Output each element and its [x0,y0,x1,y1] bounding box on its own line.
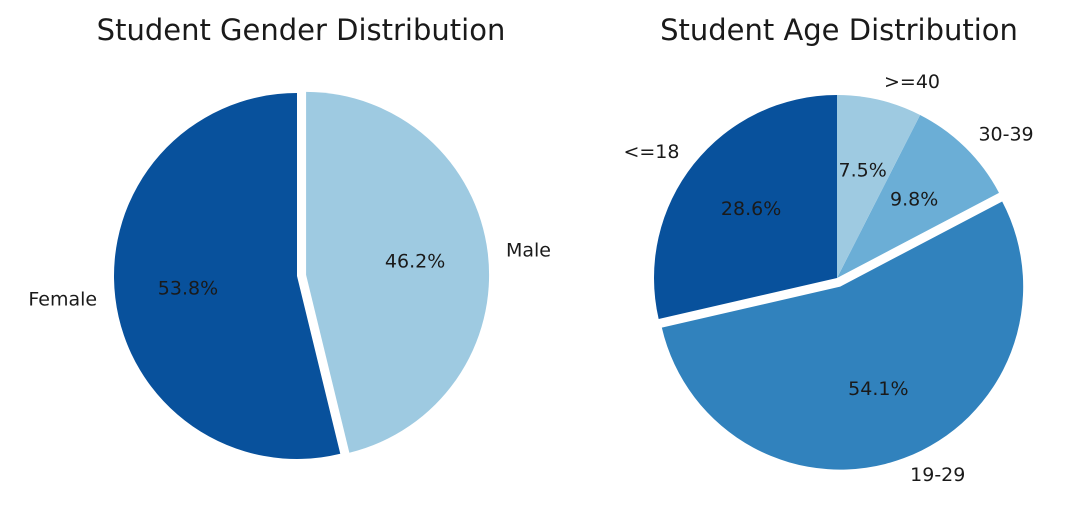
age-pct-30-39: 9.8% [890,188,938,210]
gender-slice-female [113,93,341,460]
age-pct-40-plus: 7.5% [838,160,886,182]
age-label-40-plus: >=40 [884,71,940,93]
age-label-under-18: <=18 [623,141,679,163]
gender-label-female: Female [28,288,97,310]
age-label-19-29: 19-29 [910,464,965,486]
age-slice-30-39 [837,114,999,279]
age-slice-under-18 [654,95,837,320]
age-slice-40-plus [837,95,921,278]
age-slice-19-29 [661,201,1024,470]
gender-slice-male [306,91,490,453]
age-pie: <=18 28.6% 19-29 54.1% 30-39 9.8% >=40 7.5% [623,71,1033,486]
age-pct-under-18: 28.6% [721,198,781,220]
age-pct-19-29: 54.1% [848,378,908,400]
gender-pie: Female 53.8% Male 46.2% [28,91,551,460]
gender-chart-title: Student Gender Distribution [97,13,506,47]
age-label-30-39: 30-39 [978,123,1033,145]
gender-label-male: Male [506,239,551,261]
age-chart-title: Student Age Distribution [660,13,1018,47]
gender-pct-male: 46.2% [385,250,445,272]
gender-pct-female: 53.8% [158,278,218,300]
